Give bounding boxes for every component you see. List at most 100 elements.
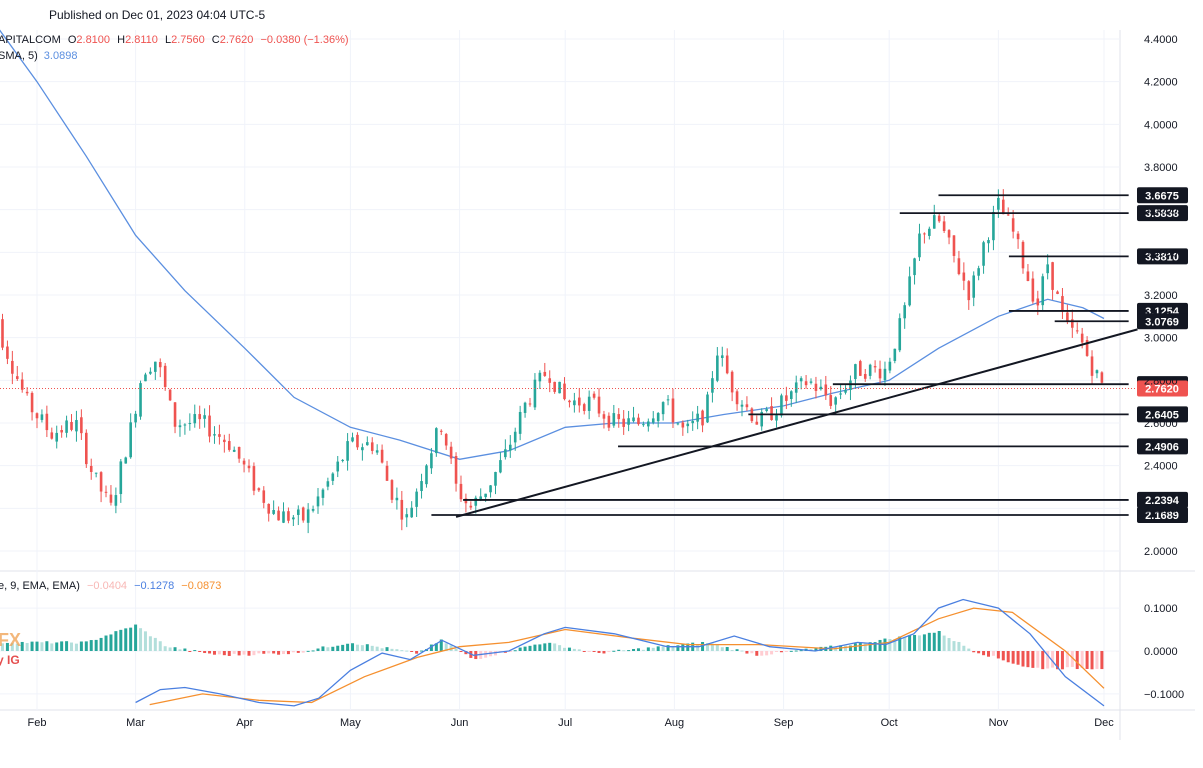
x-tick-label: Apr [236, 717, 253, 729]
candle-up [977, 268, 980, 276]
macd-histogram-bar [1065, 651, 1069, 668]
macd-histogram-bar [262, 651, 266, 654]
candle-up [928, 228, 931, 236]
macd-histogram-bar [129, 627, 133, 651]
macd-histogram-bar [10, 643, 14, 651]
candle-down [878, 368, 882, 379]
candle-down [607, 415, 611, 428]
macd-histogram-bar [947, 638, 951, 651]
candle-down [163, 365, 167, 388]
candle-down [370, 442, 374, 451]
macd-histogram-bar [986, 651, 990, 657]
candle-down [617, 414, 621, 420]
candle-down [50, 432, 54, 439]
macd-histogram-bar [208, 651, 212, 654]
candle-down [25, 391, 29, 394]
macd-line-path [135, 598, 1105, 707]
level-label-bg [1137, 248, 1188, 265]
candle-up [114, 495, 118, 506]
price-axis[interactable]: 4.4000 4.2000 4.0000 3.8000 3.6000 3.4000 3.20… [1144, 34, 1178, 558]
macd-histogram-bar [1051, 651, 1055, 668]
macd-histogram-bar [301, 651, 305, 653]
y-tick-label: 3.0000 [1144, 333, 1178, 345]
macd-histogram-bar [1016, 651, 1020, 665]
candle-up [420, 481, 423, 492]
candle-up [425, 465, 428, 485]
macd-legend-label: e, 9, EMA, EMA) [0, 580, 80, 592]
candle-up [405, 514, 409, 518]
candle-down [60, 429, 63, 433]
ohlc-high-label: H [117, 34, 125, 46]
horizontal-levels[interactable]: 3.66753.58383.38103.12543.07692.80802.64… [431, 187, 1188, 523]
candle-up [193, 414, 197, 424]
macd-histogram-bar [681, 644, 685, 651]
candle-up [627, 418, 630, 425]
macd-histogram-bar [286, 651, 290, 655]
trendline[interactable] [455, 328, 1138, 518]
candle-down [701, 410, 704, 426]
candle-up [494, 471, 497, 486]
candle-down [553, 381, 556, 392]
macd-histogram-bar [355, 644, 359, 651]
macd-histogram-bar [932, 632, 936, 651]
candles [1, 189, 1104, 534]
candle-up [676, 423, 680, 425]
candle-down [257, 488, 261, 491]
macd-histogram-bar [99, 637, 103, 651]
macd-histogram-bar [351, 643, 355, 651]
candle-up [932, 215, 936, 229]
candle-up [794, 382, 798, 393]
candle-up [316, 496, 320, 507]
candle-up [430, 453, 433, 469]
candle-down [464, 498, 468, 504]
macd-histogram-bar [74, 643, 78, 651]
candle-down [70, 421, 73, 430]
macd-pane: 0.1000 0.0000 −0.1000 [0, 598, 1184, 707]
macd-histogram-bar [1056, 651, 1060, 670]
candle-down [459, 483, 463, 500]
candle-down [957, 258, 961, 275]
candle-down [20, 379, 24, 390]
candle-up [435, 428, 438, 454]
macd-histogram-bar [139, 628, 143, 651]
candle-down [267, 503, 271, 514]
candle-down [785, 395, 788, 401]
time-axis[interactable]: Feb Mar Apr May Jun Jul Aug Sep Oct Nov Dec [28, 717, 1115, 729]
macd-histogram-bar [94, 639, 98, 651]
macd-histogram-bar [429, 644, 433, 651]
candle-down [548, 378, 552, 383]
candle-up [183, 424, 187, 426]
macd-histogram-bar [336, 645, 340, 651]
candle-up [696, 413, 699, 422]
candle-down [15, 376, 19, 379]
macd-histogram-bar [553, 643, 557, 651]
ohlc-low-value: 2.7560 [171, 34, 205, 46]
macd-histogram-bar [163, 646, 167, 651]
candle-up [331, 473, 335, 481]
candle-down [1016, 233, 1020, 240]
macd-histogram-bar [863, 643, 867, 651]
macd-histogram-bar [558, 645, 562, 651]
macd-histogram-bar [996, 651, 1000, 659]
macd-histogram-bar [922, 634, 926, 651]
candle-down [109, 494, 113, 503]
macd-histogram-bar [79, 641, 83, 651]
macd-y-tick-label: 0.0000 [1144, 646, 1178, 658]
candle-up [849, 380, 852, 390]
macd-histogram-bar [5, 642, 9, 651]
candle-up [232, 449, 236, 452]
macd-histogram-bar [1026, 651, 1030, 668]
candle-up [149, 371, 152, 374]
candle-down [237, 446, 241, 459]
trendline-path[interactable] [455, 328, 1138, 518]
macd-histogram-bar [178, 649, 182, 651]
candle-down [1066, 312, 1069, 322]
macd-histogram-bar [35, 641, 39, 651]
candle-down [824, 384, 828, 396]
macd-histogram-bar [439, 639, 443, 651]
candle-up [1046, 264, 1049, 274]
sma-legend-value: 3.0898 [44, 50, 78, 62]
macd-histogram-bar [84, 641, 88, 651]
macd-histogram-bar [528, 645, 532, 651]
